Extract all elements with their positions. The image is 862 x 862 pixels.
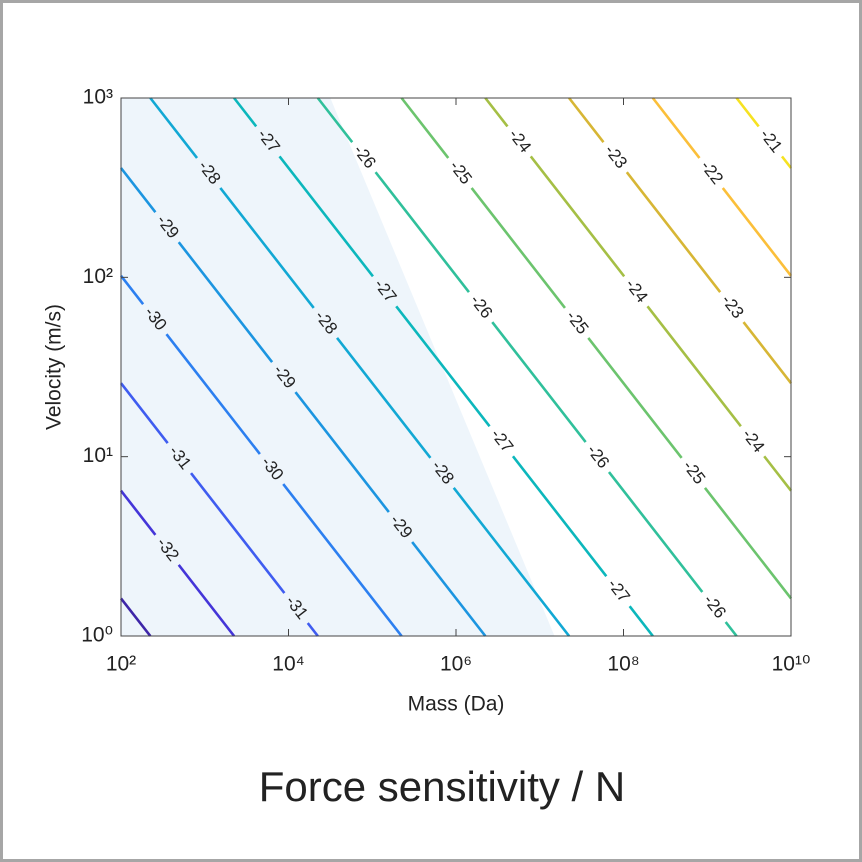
x-tick-label: 10¹⁰ [772,653,811,676]
contour-line [149,97,571,637]
contour-line [651,97,793,277]
y-tick-label: 10¹ [83,444,113,467]
y-axis-label: Velocity (m/s) [43,304,66,430]
contour-line [119,489,236,637]
shaded-region [121,98,555,636]
x-axis-label: Mass (Da) [408,693,505,716]
contour-line [119,274,403,637]
contour-line [233,97,654,637]
y-tick-label: 10⁰ [81,624,113,647]
contour-line [400,97,793,600]
caption: Force sensitivity / N [259,763,625,810]
contour-line [568,97,793,384]
x-tick-label: 10⁸ [607,653,639,676]
x-tick-label: 10² [106,653,136,676]
y-tick-label: 10² [83,265,113,288]
x-tick-label: 10⁶ [440,653,472,676]
x-tick-label: 10⁴ [272,653,304,676]
contour-line [316,97,738,637]
contour-line [119,167,487,637]
contour-line [119,597,152,637]
contour-line [484,97,793,492]
contour-line [735,97,793,169]
y-tick-label: 10³ [83,86,113,109]
contour-line [119,382,319,637]
